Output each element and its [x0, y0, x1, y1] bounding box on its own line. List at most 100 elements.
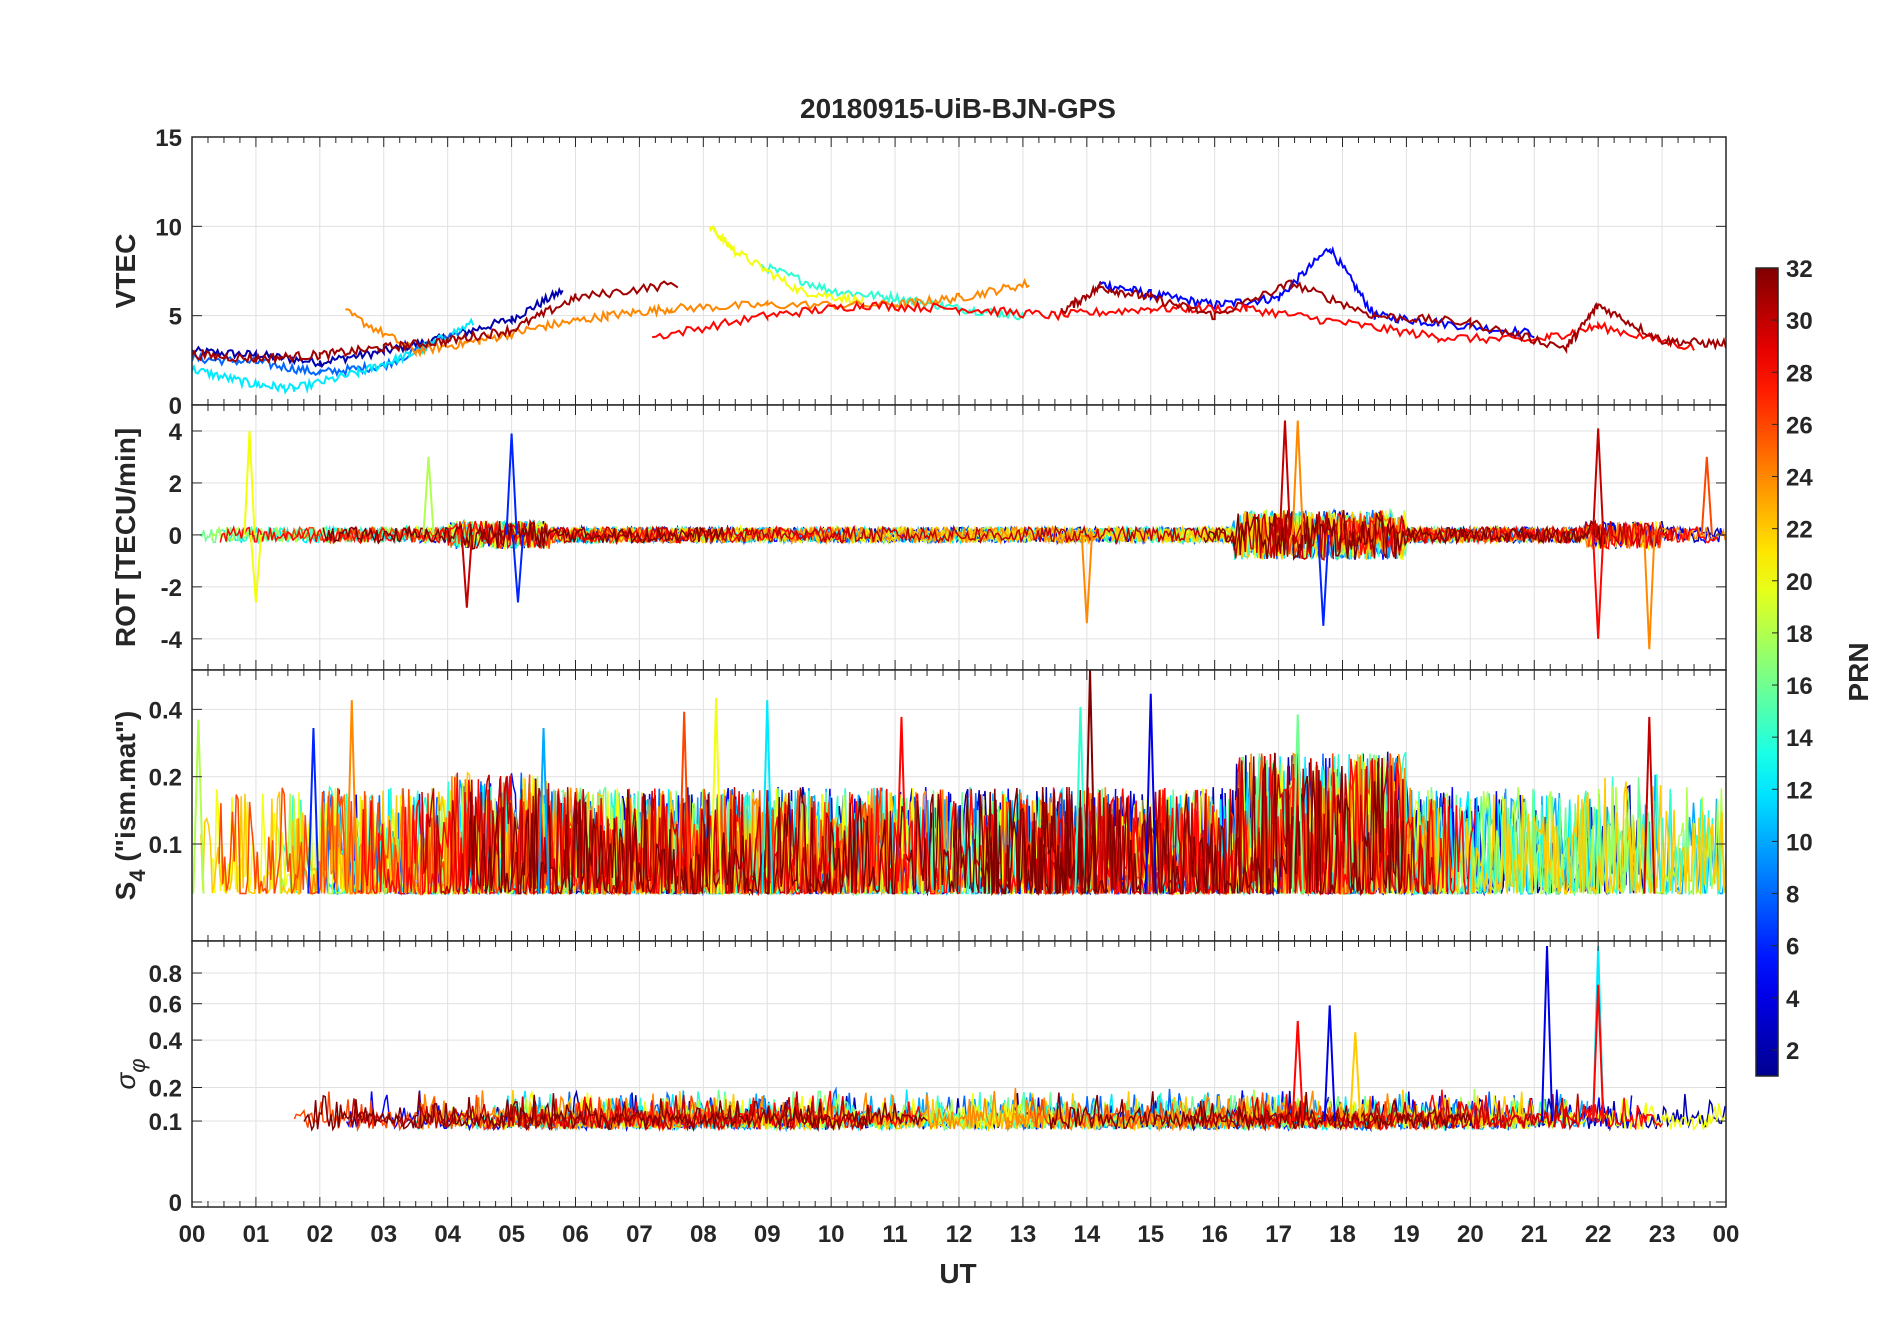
peak-prn22 — [1349, 1032, 1362, 1122]
vtec-series-prn31 — [1060, 279, 1726, 355]
series-prn32 — [303, 1092, 928, 1132]
x-tick-label: 17 — [1265, 1221, 1292, 1248]
colorbar-gradient — [1755, 267, 1779, 1077]
x-tick-label: 09 — [754, 1221, 781, 1248]
colorbar-tick-label: 16 — [1786, 673, 1813, 700]
x-tick-label: 05 — [498, 1221, 525, 1248]
y-tick-label: 0.2 — [149, 1076, 182, 1103]
series-prn32 — [1048, 1091, 1474, 1132]
y-tick-label: 4 — [169, 419, 183, 446]
peak-prn20 — [243, 430, 256, 535]
peak-prn4 — [1323, 1005, 1336, 1122]
colorbar-tick-label: 30 — [1786, 308, 1813, 335]
x-tick-label: 04 — [434, 1221, 461, 1248]
x-ticks — [191, 941, 1727, 1207]
sigma-phi-panel: 0 0.1 0.2 0.4 0.6 0.8 σφ — [110, 940, 1727, 1217]
x-tick-label: 02 — [306, 1221, 333, 1248]
peak-prn30 — [460, 534, 473, 608]
peak-prn32 — [1083, 670, 1097, 894]
rot-panel: -4 -2 0 2 4 ROT [TECU/min] — [110, 404, 1727, 671]
y-tick-label: 2 — [169, 471, 182, 498]
series-layer — [192, 670, 1726, 897]
s4-panel: 0.1 0.2 0.4S4 ("ism.mat") — [110, 669, 1727, 942]
y-tick-label: 0.2 — [149, 765, 182, 792]
x-tick-label: 22 — [1585, 1221, 1612, 1248]
colorbar-tick-label: 6 — [1786, 934, 1799, 961]
peak-prn4 — [1540, 945, 1554, 1122]
x-ticks — [191, 670, 1727, 941]
colorbar-tick-label: 4 — [1786, 986, 1800, 1013]
x-tick-label: 11 — [882, 1221, 907, 1248]
peak-prn20 — [249, 534, 263, 603]
peak-prn14 — [1074, 706, 1087, 894]
x-tick-label: 21 — [1521, 1221, 1548, 1248]
chart-title: 20180915-UiB-BJN-GPS — [800, 93, 1116, 124]
peak-prn30 — [1592, 428, 1605, 535]
vtec-series-prn14 — [760, 262, 1024, 321]
x-tick-label: 15 — [1137, 1221, 1164, 1248]
colorbar-tick-label: 28 — [1786, 360, 1813, 387]
x-tick-label: 16 — [1201, 1221, 1228, 1248]
peak-prn18 — [422, 456, 435, 535]
peak-prn30 — [1643, 716, 1656, 894]
x-axis-label: UT — [939, 1258, 976, 1289]
y-tick-label: 10 — [155, 214, 182, 241]
colorbar-tick-label: 10 — [1786, 829, 1813, 856]
y-tick-label: 0 — [169, 393, 182, 420]
x-tick-label: 00 — [1713, 1221, 1740, 1248]
colorbar-tick-label: 14 — [1786, 725, 1813, 752]
series-prn32 — [1203, 509, 1606, 561]
peak-prn26 — [1700, 456, 1713, 535]
y-tick-label: 0 — [169, 1190, 182, 1217]
series-prn32 — [464, 778, 1087, 897]
x-tick-label: 18 — [1329, 1221, 1356, 1248]
peak-prn28 — [895, 716, 908, 894]
x-tick-label: 23 — [1649, 1221, 1676, 1248]
peak-prn28 — [1592, 984, 1605, 1122]
y-tick-label: -2 — [161, 575, 182, 602]
y-axis-label: σφ — [110, 1058, 150, 1089]
colorbar-tick-label: 26 — [1786, 412, 1813, 439]
colorbar-tick-label: 20 — [1786, 569, 1813, 596]
peak-prn30 — [1278, 420, 1292, 535]
colorbar-tick-label: 32 — [1786, 256, 1813, 283]
y-tick-label: -4 — [161, 627, 183, 654]
peak-prn24 — [345, 700, 358, 894]
x-tick-label: 13 — [1010, 1221, 1037, 1248]
x-tick-label: 14 — [1073, 1221, 1100, 1248]
series-prn32 — [322, 521, 725, 550]
y-axis-label: VTEC — [110, 234, 141, 309]
x-tick-label: 03 — [370, 1221, 397, 1248]
series-prn28 — [219, 520, 851, 550]
y-tick-label: 0.4 — [149, 697, 183, 724]
y-tick-label: 0.6 — [149, 992, 182, 1019]
series-prn32 — [980, 752, 1404, 897]
peak-prn28 — [1291, 1020, 1304, 1122]
x-tick-label: 19 — [1393, 1221, 1420, 1248]
x-ticks — [191, 405, 1727, 670]
peak-prn28 — [1592, 534, 1605, 639]
y-axis-label: S4 ("ism.mat") — [110, 711, 150, 901]
vtec-series-prn20 — [708, 224, 865, 305]
series-prn30 — [1268, 510, 1675, 559]
vtec-series-prn24 — [345, 277, 1030, 358]
x-tick-label: 12 — [946, 1221, 973, 1248]
colorbar-label: PRN — [1843, 642, 1874, 701]
vtec-series-prn31 — [192, 280, 679, 365]
peak-prn6 — [1317, 534, 1330, 626]
x-tick-label: 20 — [1457, 1221, 1484, 1248]
colorbar-tick-label: 2 — [1786, 1038, 1799, 1065]
x-tick-label: 01 — [243, 1221, 270, 1248]
x-tick-label: 06 — [562, 1221, 589, 1248]
colorbar-tick-label: 22 — [1786, 517, 1813, 544]
peak-prn16 — [1291, 714, 1304, 894]
vtec-panel: 0 5 10 15 VTEC — [110, 125, 1727, 420]
series-prn30 — [347, 1091, 869, 1132]
y-tick-label: 0.4 — [149, 1028, 183, 1055]
x-axis-tick-labels: 00 01 02 03 04 05 06 07 08 09 10 11 12 13 14 15 16 17 18 19… — [179, 1221, 1740, 1248]
series-prn30 — [475, 511, 1335, 561]
peak-prn24 — [1291, 420, 1304, 535]
peak-prn24 — [1643, 534, 1656, 650]
